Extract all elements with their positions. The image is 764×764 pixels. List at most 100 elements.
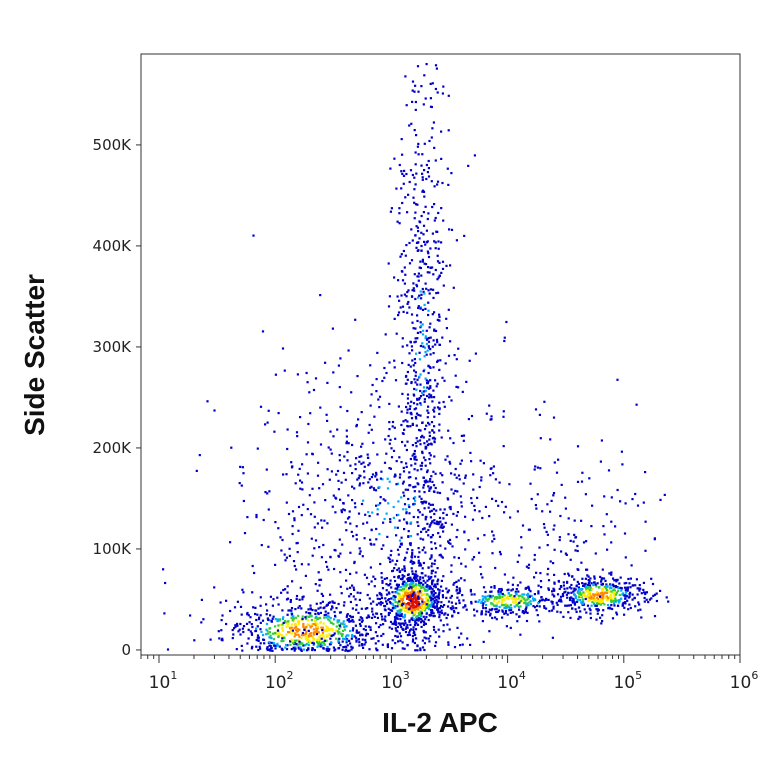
event-dot (413, 468, 416, 471)
event-dot (312, 640, 315, 643)
event-dot (437, 594, 440, 597)
event-dot (564, 552, 567, 555)
event-dot (296, 627, 299, 630)
event-dot (377, 640, 380, 643)
event-dot (337, 555, 341, 558)
event-dot (478, 485, 481, 489)
event-dot (295, 597, 298, 600)
event-dot (420, 231, 423, 234)
event-dot (277, 624, 280, 627)
event-dot (291, 510, 295, 513)
event-dot (602, 594, 605, 597)
event-dot (423, 593, 426, 596)
event-dot (425, 241, 428, 244)
event-dot (341, 623, 344, 626)
event-dot (421, 342, 424, 345)
event-dot (416, 241, 419, 244)
event-dot (434, 583, 437, 586)
event-dot (313, 501, 316, 504)
event-dot (390, 549, 393, 552)
event-dot (545, 530, 548, 533)
event-dot (411, 588, 414, 591)
event-dot (370, 428, 373, 431)
event-dot (274, 625, 277, 628)
event-dot (286, 585, 289, 588)
event-dot (413, 90, 416, 93)
event-dot (503, 339, 506, 343)
event-dot (389, 560, 392, 564)
event-dot (309, 626, 312, 629)
event-dot (430, 522, 433, 525)
event-dot (623, 594, 626, 597)
event-dot (308, 391, 311, 394)
event-dot (406, 488, 410, 491)
event-dot (345, 429, 348, 432)
event-dot (566, 596, 569, 599)
event-dot (614, 525, 617, 528)
event-dot (443, 405, 446, 408)
event-dot (286, 644, 289, 647)
event-dot (417, 230, 420, 233)
event-dot (504, 505, 507, 508)
event-dot (437, 532, 440, 535)
event-dot (398, 299, 401, 302)
event-dot (385, 452, 388, 455)
event-dot (414, 151, 417, 154)
event-dot (415, 637, 418, 640)
event-dot (423, 262, 426, 265)
event-dot (380, 613, 383, 616)
event-dot (423, 400, 426, 403)
event-dot (591, 504, 594, 507)
event-dot (644, 591, 647, 594)
event-dot (402, 622, 405, 625)
event-dot (590, 597, 593, 600)
event-dot (427, 175, 431, 178)
event-dot (629, 586, 632, 589)
event-dot (430, 105, 433, 109)
event-dot (417, 142, 420, 145)
event-dot (319, 611, 322, 614)
event-dot (470, 460, 473, 463)
event-dot (549, 510, 552, 513)
event-dot (404, 556, 407, 559)
event-dot (309, 412, 312, 415)
event-dot (425, 612, 428, 615)
event-dot (256, 634, 260, 637)
event-dot (439, 611, 442, 614)
event-dot (521, 593, 524, 596)
event-dot (399, 473, 402, 476)
event-dot (268, 641, 271, 644)
event-dot (372, 441, 375, 444)
event-dot (423, 636, 426, 639)
event-dot (378, 395, 382, 398)
event-dot (433, 455, 436, 458)
event-dot (579, 616, 582, 619)
event-dot (401, 345, 404, 348)
event-dot (420, 500, 423, 504)
event-dot (326, 645, 329, 649)
event-dot (305, 642, 308, 646)
event-dot (369, 542, 372, 545)
event-dot (348, 510, 351, 513)
event-dot (433, 601, 436, 604)
event-dot (323, 519, 326, 522)
event-dot (456, 626, 459, 629)
event-dot (518, 615, 521, 618)
event-dot (315, 615, 318, 618)
event-dot (414, 183, 417, 186)
event-dot (342, 508, 345, 511)
event-dot (299, 487, 302, 490)
event-dot (376, 508, 379, 511)
event-dot (415, 352, 418, 355)
event-dot (623, 606, 626, 609)
event-dot (321, 526, 324, 529)
event-dot (407, 602, 410, 605)
event-dot (339, 644, 342, 647)
event-dot (317, 638, 320, 641)
event-dot (549, 438, 552, 441)
event-dot (429, 322, 432, 325)
event-dot (644, 471, 647, 474)
event-dot (500, 587, 503, 591)
event-dot (428, 396, 431, 399)
event-dot (585, 540, 588, 543)
